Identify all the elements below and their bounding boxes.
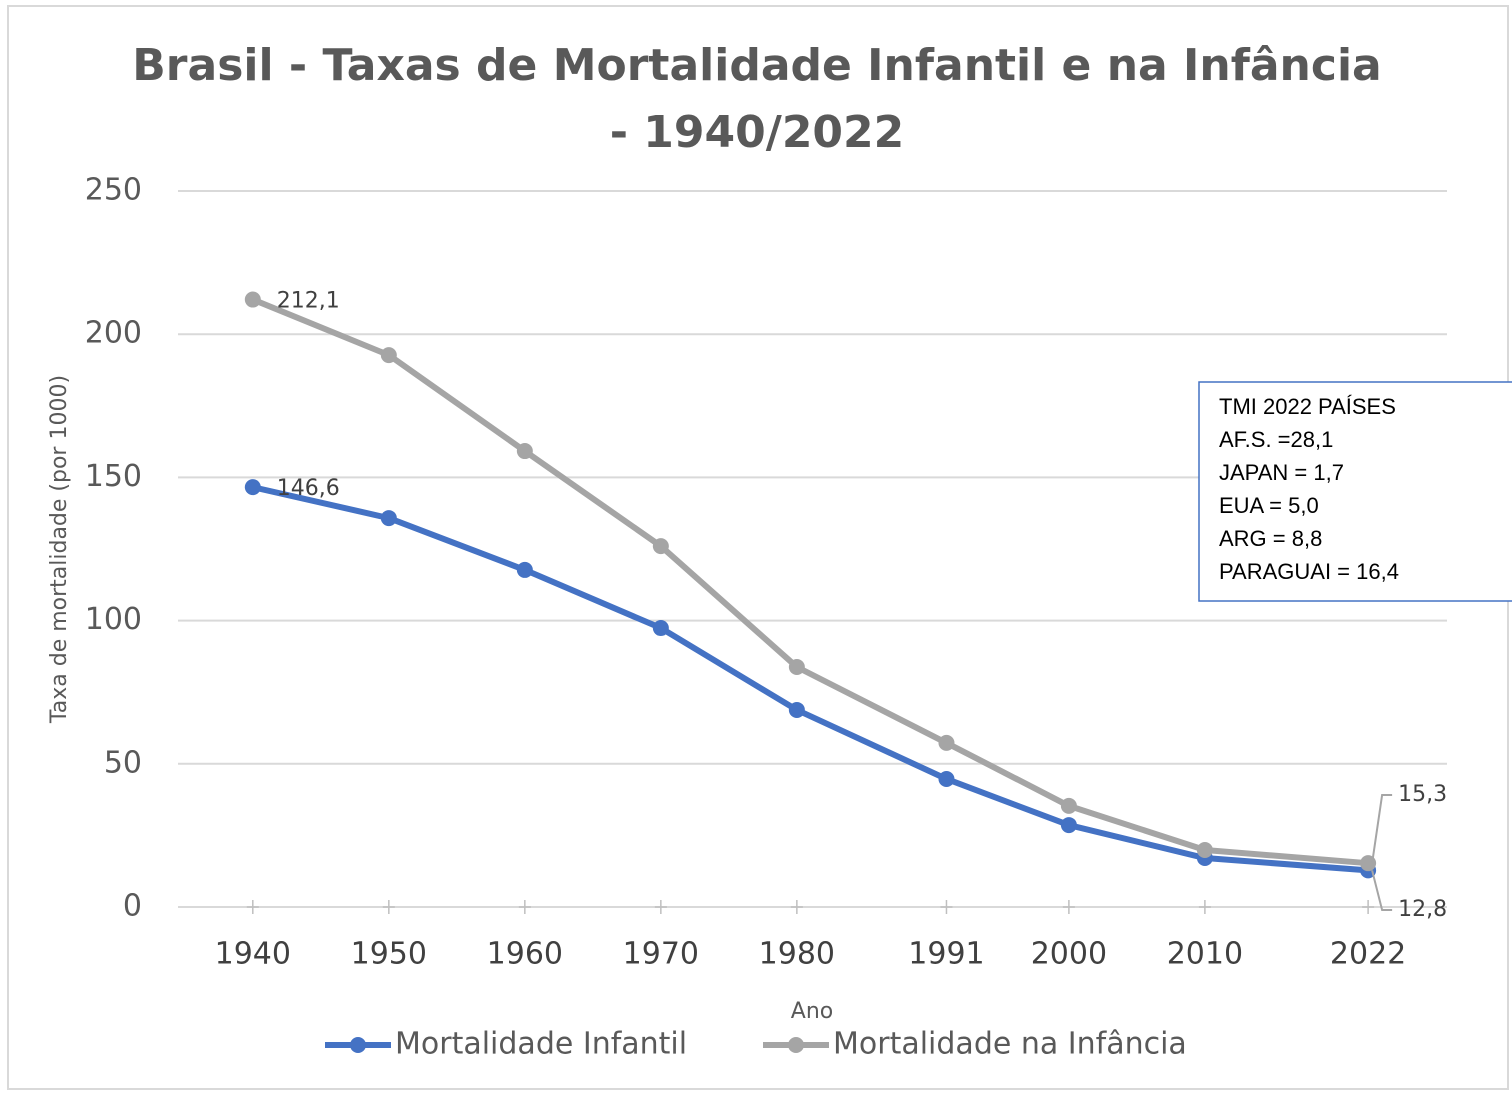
data-point — [938, 734, 955, 751]
y-axis-label: Taxa de mortalidade (por 1000) — [47, 375, 72, 724]
legend-swatch — [350, 1037, 366, 1053]
data-point — [516, 561, 533, 578]
data-point — [788, 701, 805, 718]
x-tick-label: 1991 — [908, 937, 984, 972]
data-point — [1060, 797, 1077, 814]
x-tick-label: 1950 — [351, 937, 427, 972]
y-tick-label: 0 — [123, 889, 142, 924]
data-point — [788, 658, 805, 675]
annotation-text: TMI 2022 PAÍSES — [1219, 394, 1396, 419]
data-point — [1060, 817, 1077, 834]
data-point — [938, 770, 955, 787]
annotation-text: EUA = 5,0 — [1219, 493, 1319, 518]
x-tick-label: 1940 — [215, 937, 291, 972]
annotation-text: AF.S. =28,1 — [1219, 427, 1333, 452]
y-tick-label: 50 — [104, 745, 142, 780]
x-tick-label: 1960 — [487, 937, 563, 972]
y-tick-label: 150 — [85, 459, 142, 494]
legend-label: Mortalidade na Infância — [833, 1027, 1187, 1062]
x-tick-label: 2022 — [1330, 937, 1406, 972]
data-label: 12,8 — [1398, 897, 1447, 922]
data-point — [652, 620, 669, 637]
leader-line — [1371, 870, 1393, 911]
data-point — [244, 479, 261, 496]
y-tick-label: 200 — [85, 316, 142, 351]
x-tick-label: 2000 — [1031, 937, 1107, 972]
annotation-text: ARG = 8,8 — [1219, 526, 1322, 551]
leader-line — [1371, 794, 1393, 864]
chart-title: Brasil - Taxas de Mortalidade Infantil e… — [132, 40, 1381, 91]
data-point — [380, 347, 397, 364]
legend-label: Mortalidade Infantil — [395, 1027, 687, 1062]
data-label: 146,6 — [277, 476, 340, 501]
y-tick-label: 100 — [85, 602, 142, 637]
data-point — [652, 538, 669, 555]
x-tick-label: 1970 — [623, 937, 699, 972]
annotation-box — [1198, 381, 1512, 602]
data-label: 15,3 — [1398, 782, 1447, 807]
data-label: 212,1 — [277, 289, 340, 314]
annotation-text: PARAGUAI = 16,4 — [1219, 559, 1399, 584]
legend-swatch — [788, 1037, 804, 1053]
x-tick-label: 2010 — [1167, 937, 1243, 972]
y-tick-label: 250 — [85, 173, 142, 208]
data-point — [380, 510, 397, 527]
chart-title: - 1940/2022 — [610, 107, 905, 158]
x-axis-label: Ano — [791, 999, 833, 1024]
data-point — [1196, 842, 1213, 859]
annotation-text: JAPAN = 1,7 — [1219, 460, 1344, 485]
data-point — [244, 291, 261, 308]
x-tick-label: 1980 — [759, 937, 835, 972]
data-point — [516, 443, 533, 460]
